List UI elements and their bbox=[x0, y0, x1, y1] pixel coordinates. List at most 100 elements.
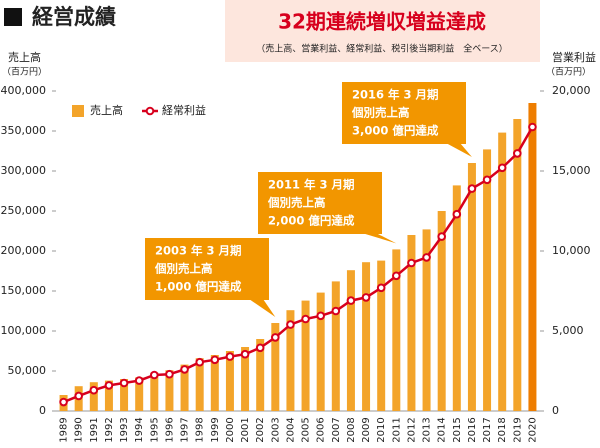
x-tick-label: 2007 bbox=[331, 417, 342, 442]
profit-marker bbox=[89, 385, 99, 395]
bar bbox=[256, 339, 265, 411]
profit-marker bbox=[74, 391, 83, 401]
profit-marker bbox=[286, 320, 295, 329]
x-tick-label: 1992 bbox=[104, 417, 115, 442]
y2-axis-label: 営業利益 bbox=[552, 50, 596, 64]
bar bbox=[362, 262, 371, 411]
profit-marker bbox=[513, 149, 522, 158]
profit-marker bbox=[528, 122, 537, 132]
annotation-text: 2011 年 3 月期 bbox=[268, 178, 355, 192]
profit-marker bbox=[225, 352, 235, 361]
bar bbox=[513, 119, 522, 411]
x-tick-label: 2006 bbox=[316, 417, 327, 442]
profit-marker bbox=[180, 365, 189, 374]
bar bbox=[346, 270, 355, 411]
banner bbox=[225, 0, 540, 62]
bar bbox=[89, 382, 98, 411]
x-tick-label: 1991 bbox=[89, 417, 100, 442]
profit-line bbox=[63, 126, 534, 404]
y2-tick-label: 0 bbox=[552, 404, 559, 417]
y-tick-label: 0 bbox=[39, 404, 46, 417]
y-tick-label: 400,000 bbox=[1, 84, 47, 97]
x-tick-label: 1999 bbox=[210, 417, 221, 442]
bar bbox=[195, 358, 204, 411]
y2-tick-label: 5,000 bbox=[552, 324, 584, 337]
bar bbox=[120, 379, 129, 411]
x-tick-label: 2018 bbox=[497, 417, 508, 442]
x-tick-label: 2004 bbox=[285, 417, 296, 442]
y-tick-label: 50,000 bbox=[8, 364, 47, 377]
y-tick-label: 350,000 bbox=[1, 124, 47, 137]
x-tick-label: 2013 bbox=[422, 417, 433, 442]
y2-tick-label: 20,000 bbox=[552, 84, 591, 97]
bar bbox=[135, 377, 144, 411]
y2-tick-label: 15,000 bbox=[552, 164, 591, 177]
profit-marker bbox=[271, 333, 280, 342]
bar bbox=[210, 355, 219, 411]
x-tick-label: 2001 bbox=[240, 417, 251, 442]
profit-marker bbox=[422, 253, 431, 262]
x-tick-label: 1998 bbox=[195, 417, 206, 442]
bar bbox=[331, 281, 340, 411]
bar bbox=[483, 149, 492, 411]
annotation-text: 個別売上高 bbox=[351, 106, 410, 120]
x-tick-label: 2000 bbox=[225, 417, 236, 442]
bar bbox=[452, 185, 461, 411]
x-tick-label: 2008 bbox=[346, 417, 357, 442]
x-tick-label: 2002 bbox=[255, 417, 266, 442]
bar bbox=[271, 323, 280, 411]
profit-marker bbox=[331, 306, 341, 316]
bar bbox=[407, 235, 416, 411]
x-tick-label: 1994 bbox=[134, 417, 145, 442]
annotation-text: 2016 年 3 月期 bbox=[352, 88, 439, 102]
annotation-text: 個別売上高 bbox=[267, 196, 326, 210]
bar bbox=[392, 249, 401, 411]
annotation-box bbox=[258, 172, 382, 234]
x-tick-label: 2012 bbox=[406, 417, 417, 442]
x-tick-label: 2010 bbox=[376, 417, 387, 442]
profit-marker bbox=[150, 370, 159, 380]
bar bbox=[467, 163, 476, 411]
profit-marker bbox=[376, 283, 386, 293]
banner-title: 32期連続増収増益達成 bbox=[278, 10, 486, 34]
profit-marker bbox=[482, 175, 492, 185]
annotation-text: 3,000 億円達成 bbox=[352, 124, 439, 138]
profit-marker bbox=[210, 355, 220, 365]
y-tick-label: 150,000 bbox=[1, 284, 47, 297]
annotation-box bbox=[145, 238, 269, 300]
bar bbox=[286, 310, 295, 411]
x-tick-label: 1995 bbox=[149, 417, 160, 442]
profit-marker bbox=[240, 349, 250, 359]
profit-marker bbox=[361, 293, 371, 302]
bar bbox=[104, 380, 113, 411]
x-tick-label: 2003 bbox=[270, 417, 281, 442]
bar bbox=[225, 351, 234, 411]
annotation-pointer bbox=[362, 233, 397, 244]
annotation-text: 2,000 億円達成 bbox=[268, 214, 355, 228]
profit-marker bbox=[59, 397, 68, 407]
x-tick-label: 2016 bbox=[467, 417, 478, 442]
x-tick-label: 1993 bbox=[119, 417, 130, 442]
y-tick-label: 100,000 bbox=[1, 324, 47, 337]
y2-axis-unit: （百万円） bbox=[546, 67, 591, 78]
annotation-text: 1,000 億円達成 bbox=[155, 280, 242, 294]
y2-tick-label: 10,000 bbox=[552, 244, 591, 257]
bar bbox=[377, 260, 386, 411]
profit-marker bbox=[467, 184, 477, 193]
profit-marker bbox=[195, 357, 204, 367]
y-tick-label: 250,000 bbox=[1, 204, 47, 217]
profit-marker bbox=[104, 381, 114, 390]
x-tick-label: 2011 bbox=[391, 417, 402, 442]
bar bbox=[150, 372, 159, 411]
y-axis-unit: （百万円） bbox=[2, 67, 47, 78]
x-tick-label: 2017 bbox=[482, 417, 493, 442]
annotation-pointer bbox=[249, 299, 276, 317]
profit-marker bbox=[134, 376, 144, 385]
x-tick-label: 2020 bbox=[527, 417, 538, 442]
profit-marker bbox=[497, 163, 507, 173]
y-tick-label: 300,000 bbox=[1, 164, 47, 177]
profit-marker bbox=[392, 271, 401, 281]
legend-marker bbox=[145, 106, 155, 116]
annotation-text: 2003 年 3 月期 bbox=[155, 244, 242, 258]
